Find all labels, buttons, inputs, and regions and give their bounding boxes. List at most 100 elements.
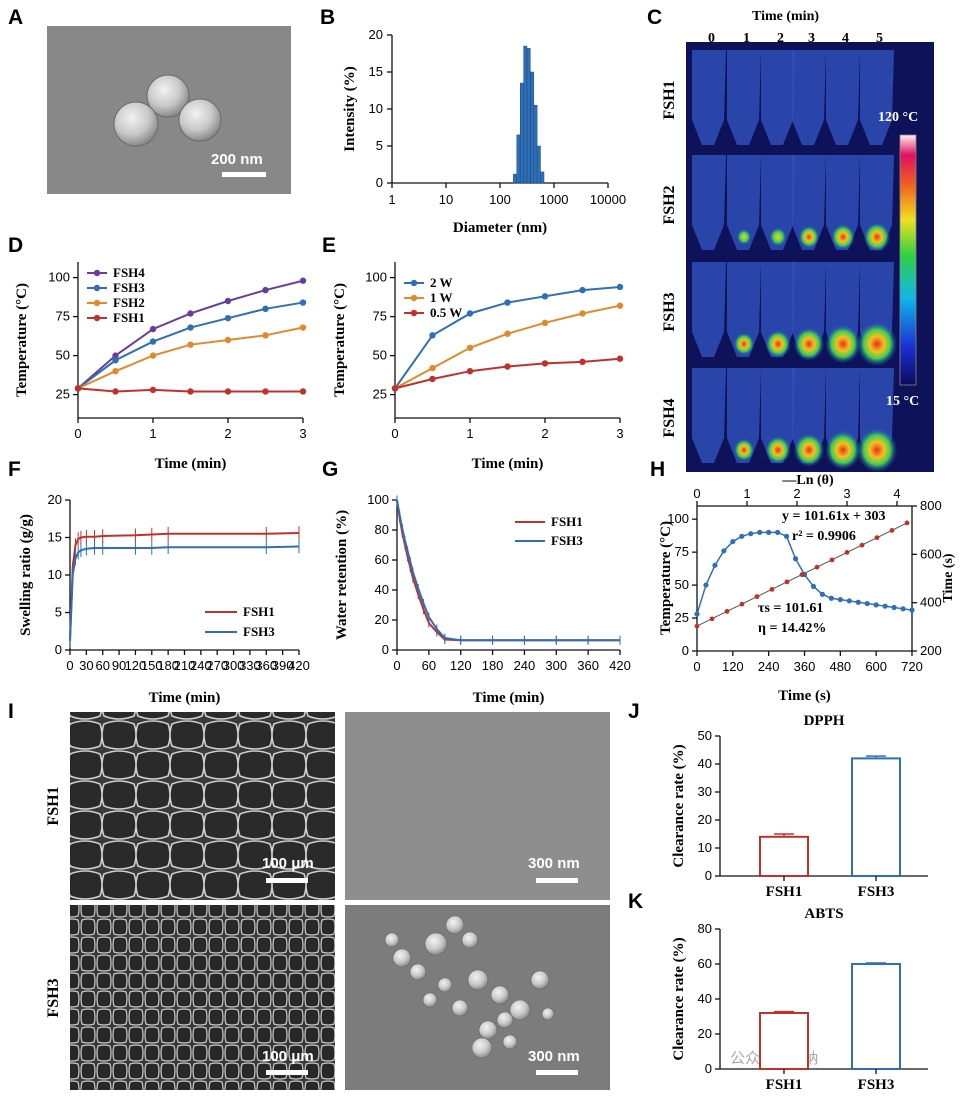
top-tick-label: 3	[843, 486, 850, 501]
x-tick-label: 240	[514, 658, 536, 673]
data-point	[429, 332, 436, 339]
temperature-point	[703, 582, 709, 588]
cooling-point	[814, 564, 820, 570]
x-tick-label: 90	[112, 658, 126, 673]
eta-annotation: η = 14.42%	[758, 621, 826, 636]
data-point	[224, 297, 232, 305]
x-tick-label: 360	[577, 658, 599, 673]
cooling-point	[844, 550, 850, 555]
thermal-tube	[792, 155, 826, 250]
legend-label: FSH1	[113, 310, 145, 325]
x-tick-label: 1000	[540, 192, 569, 207]
y-tick-label: 20	[698, 1026, 712, 1041]
x-tick-label: 360	[255, 658, 277, 673]
histogram-bar	[530, 71, 535, 184]
thermal-row-label: FSH3	[661, 292, 678, 331]
legend-label: 2 W	[430, 275, 453, 290]
x-tick-label: 150	[141, 658, 163, 673]
scale-bar	[222, 172, 266, 177]
data-point	[262, 286, 269, 294]
cooling-point	[904, 520, 910, 526]
data-point	[579, 358, 586, 366]
y-tick-label: 60	[375, 552, 389, 567]
bar-fsh3	[851, 963, 901, 1070]
data-point	[149, 386, 157, 394]
data-point	[579, 286, 586, 294]
data-point	[149, 352, 157, 359]
y-tick-label: 10	[369, 101, 383, 116]
data-point	[112, 357, 119, 364]
data-point	[187, 310, 194, 317]
sem-nanoparticle-image: 200 nm	[47, 26, 291, 194]
x-axis-label: Time (min)	[149, 690, 221, 706]
thermal-time-label: 4	[842, 31, 849, 46]
x-tick-label: 330	[239, 658, 261, 673]
cooling-point	[829, 557, 835, 563]
y-axis-label: Temperature (°C)	[658, 521, 674, 635]
thermal-hotspot	[733, 332, 755, 356]
thermal-title: Time (min)	[752, 9, 819, 24]
thermal-tube	[692, 155, 726, 250]
x-tick-label: 120	[125, 658, 147, 673]
series-line-1-w	[394, 304, 621, 390]
thermal-row-label: FSH2	[661, 185, 678, 224]
data-point	[579, 310, 586, 317]
legend-marker	[410, 294, 418, 302]
cooling-point	[799, 572, 805, 578]
temperature-point	[712, 562, 718, 568]
chart-title: DPPH	[804, 713, 845, 729]
y-tick-label: 40	[698, 756, 712, 771]
x-tick-label: 60	[422, 658, 436, 673]
data-point	[224, 388, 232, 395]
colorbar-min: 15 °C	[886, 394, 919, 409]
data-point	[149, 338, 157, 345]
histogram-bar	[533, 105, 538, 184]
y-tick-label: 25	[56, 387, 70, 402]
histogram-bar	[526, 48, 531, 184]
right-tick-label: 600	[920, 546, 942, 561]
y-tick-label: 20	[375, 612, 389, 627]
top-tick-label: 1	[743, 486, 750, 501]
data-point	[466, 344, 474, 351]
y-tick-label: 20	[48, 492, 62, 507]
thermal-row-label: FSH4	[661, 398, 678, 437]
data-point	[187, 341, 194, 348]
y-tick-label: 20	[698, 812, 712, 827]
x-tick-label: 120	[450, 658, 472, 673]
panel-label-h: H	[650, 458, 665, 481]
category-label: FSH3	[858, 1077, 895, 1093]
thermal-hotspot	[856, 321, 898, 367]
data-point	[466, 368, 474, 375]
series-line-0-5-w	[394, 357, 621, 390]
bar-fsh1	[759, 835, 809, 877]
cooling-point	[889, 528, 895, 533]
x-tick-label: 10000	[590, 192, 626, 207]
legend-marker	[93, 314, 101, 322]
chart-g-water-retention: 0 60 120 180 240 300 360 420 0 20 40 60 80 100 FSH1 FSH…	[334, 492, 631, 706]
data-point	[616, 302, 624, 309]
right-axis-label: Time (s)	[941, 553, 956, 602]
data-point	[262, 332, 269, 339]
x-tick-label: 300	[223, 658, 245, 673]
y-tick-label: 100	[365, 270, 387, 285]
thermal-time-label: 1	[743, 31, 750, 46]
x-tick-label: 420	[609, 658, 631, 673]
x-tick-label: 1	[149, 426, 156, 441]
y-tick-label: 40	[375, 582, 389, 597]
data-point	[224, 336, 232, 344]
chart-title: ABTS	[804, 906, 843, 922]
data-point	[616, 283, 624, 291]
temperature-point	[819, 591, 826, 597]
x-tick-label: 480	[829, 659, 851, 674]
scale-label-fsh3-high: 300 nm	[528, 1048, 580, 1065]
thermal-hotspot	[733, 438, 755, 462]
data-point	[112, 352, 119, 359]
right-tick-label: 400	[920, 595, 942, 610]
panel-label-d: D	[8, 234, 23, 257]
temperature-point	[882, 603, 888, 609]
top-axis-label: —Ln (θ)	[781, 473, 834, 488]
thermal-time-label: 5	[876, 31, 883, 46]
legend-label: FSH4	[113, 265, 145, 280]
